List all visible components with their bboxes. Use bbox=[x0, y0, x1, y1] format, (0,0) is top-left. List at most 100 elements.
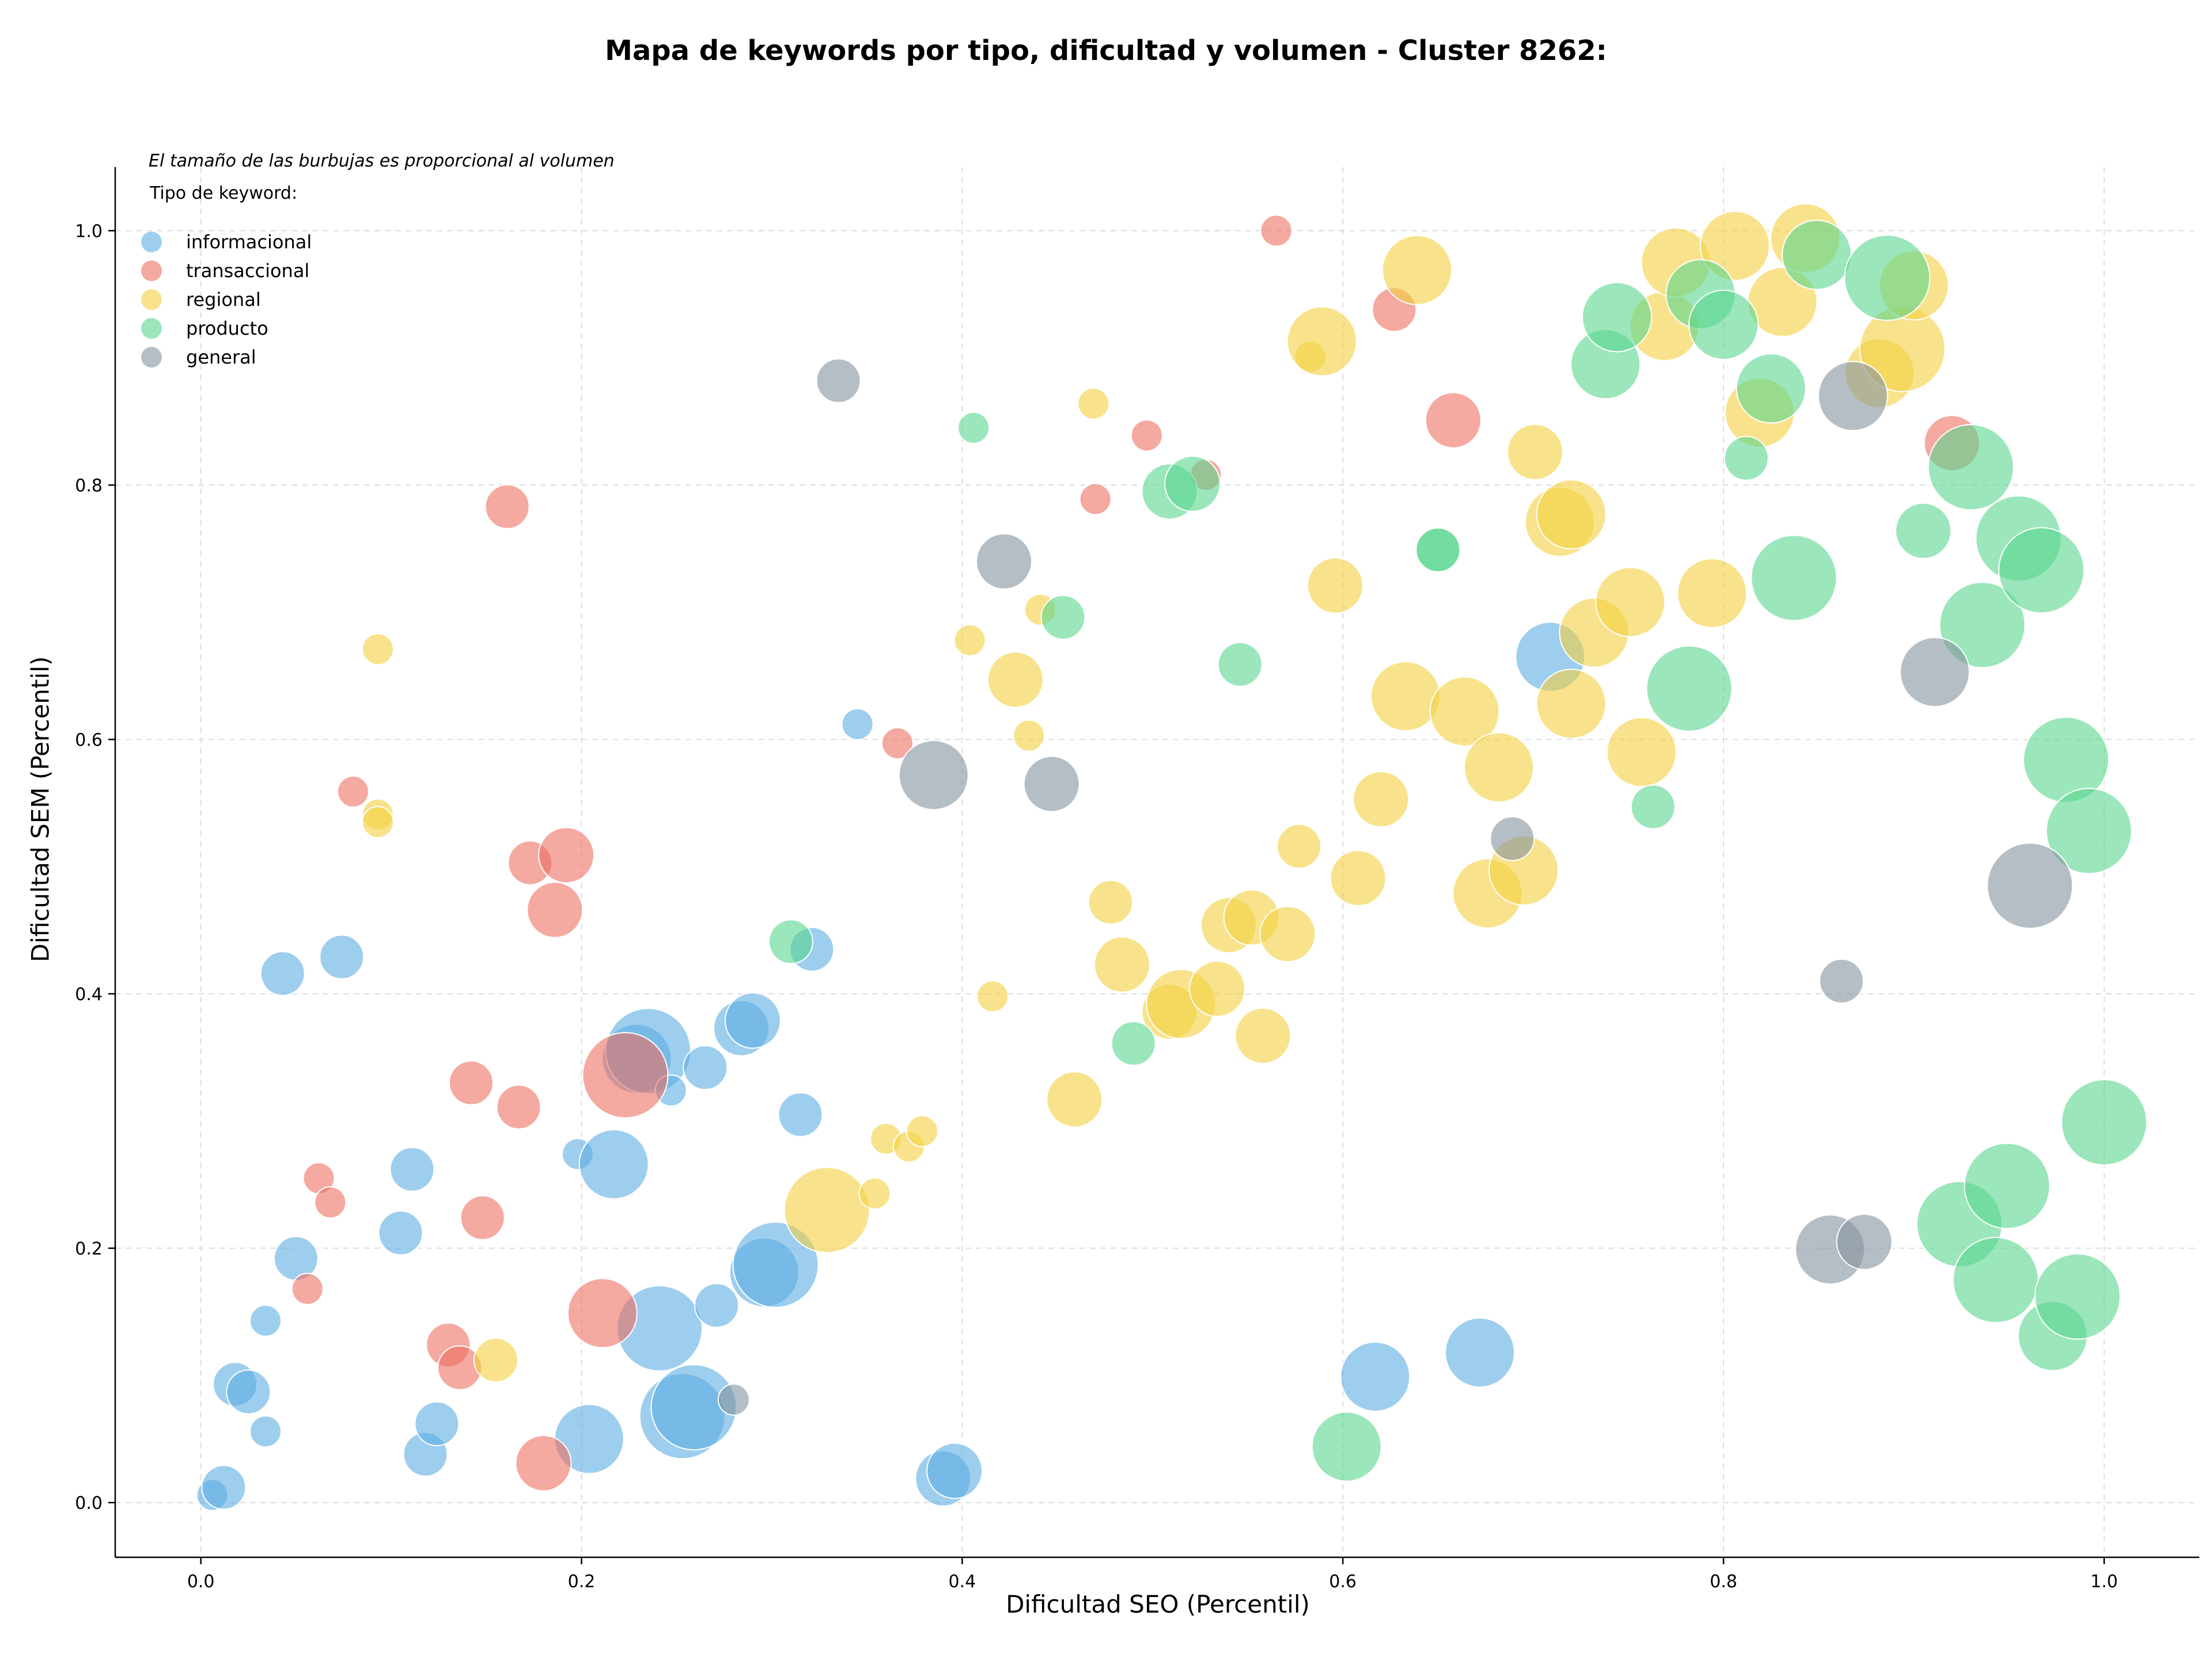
bubble-regional bbox=[1234, 1007, 1291, 1064]
bubble-transaccional bbox=[448, 1060, 494, 1106]
bubble-transaccional bbox=[1425, 392, 1482, 449]
legend-items: informacional transaccional regional produc… bbox=[141, 231, 312, 368]
chart-title: Mapa de keywords por tipo, dificultad y … bbox=[605, 35, 1607, 67]
bubble-regional bbox=[1093, 936, 1150, 993]
bubble-informacional bbox=[249, 1415, 282, 1448]
bubble-transaccional bbox=[538, 827, 595, 884]
bubble-transaccional bbox=[484, 484, 530, 529]
bubble-regional bbox=[1189, 960, 1246, 1017]
bubble-informacional bbox=[249, 1304, 282, 1337]
y-tick-label: 0.8 bbox=[75, 476, 103, 496]
legend-marker-informacional bbox=[141, 232, 162, 252]
legend-label-producto: producto bbox=[186, 317, 268, 339]
bubble-regional bbox=[783, 1167, 870, 1254]
legend-label-transaccional: transaccional bbox=[186, 260, 309, 282]
bubble-informacional bbox=[319, 934, 365, 979]
x-tick-label: 0.6 bbox=[1329, 1572, 1357, 1592]
legend-marker-regional bbox=[141, 289, 162, 310]
bubble-general bbox=[1023, 755, 1080, 812]
bubble-regional bbox=[1677, 558, 1748, 629]
bubble-informacional bbox=[1340, 1341, 1411, 1412]
bubble-producto bbox=[1964, 1142, 2051, 1229]
bubble-general bbox=[976, 533, 1033, 590]
x-tick-label: 1.0 bbox=[2090, 1572, 2118, 1592]
bubble-general bbox=[1986, 842, 2073, 929]
bubble-regional bbox=[1536, 479, 1607, 550]
bubble-producto bbox=[1581, 282, 1652, 353]
bubble-regional bbox=[1370, 661, 1441, 732]
bubble-regional bbox=[1277, 823, 1322, 869]
y-tick-label: 0.2 bbox=[75, 1239, 103, 1259]
bubble-informacional bbox=[201, 1465, 247, 1510]
x-tick-label: 0.2 bbox=[568, 1572, 596, 1592]
legend-label-general: general bbox=[186, 346, 256, 368]
bubble-general bbox=[717, 1383, 750, 1416]
bubble-transaccional bbox=[567, 1278, 638, 1349]
bubble-producto bbox=[1736, 353, 1806, 424]
bubble-producto bbox=[1952, 1236, 2039, 1323]
bubble-general bbox=[1819, 958, 1864, 1004]
bubble-informacional bbox=[841, 707, 874, 740]
bubble-producto bbox=[1630, 784, 1676, 830]
bubbles bbox=[196, 203, 2147, 1511]
bubble-informacional bbox=[724, 992, 781, 1049]
bubble-regional bbox=[987, 651, 1044, 708]
ticks: 0.0 0.2 0.4 0.6 0.8 1.0 0.0 0.2 0.4 0.6 0.8 1.0 bbox=[75, 221, 2118, 1592]
bubble-regional bbox=[1286, 306, 1357, 377]
bubble-regional bbox=[473, 1337, 518, 1383]
bubble-producto bbox=[1111, 1021, 1156, 1066]
bubble-informacional bbox=[578, 1129, 649, 1200]
bubble-transaccional bbox=[291, 1273, 324, 1306]
bubble-producto bbox=[1724, 436, 1769, 481]
bubble-producto bbox=[1415, 527, 1461, 573]
bubble-producto bbox=[1040, 595, 1086, 640]
bubble-regional bbox=[1077, 387, 1110, 420]
bubble-general bbox=[1899, 637, 1970, 707]
y-axis-label: Dificultad SEM (Percentil) bbox=[26, 656, 55, 962]
bubble-regional bbox=[1088, 880, 1134, 925]
legend-marker-general bbox=[141, 347, 162, 368]
bubble-regional bbox=[1506, 423, 1563, 480]
bubble-producto bbox=[1939, 581, 2026, 668]
bubble-regional bbox=[1595, 567, 1666, 638]
bubble-general bbox=[1817, 361, 1888, 432]
bubble-producto bbox=[1927, 424, 2014, 511]
bubble-regional bbox=[1464, 732, 1535, 803]
bubble-transaccional bbox=[1260, 214, 1293, 247]
bubble-transaccional bbox=[496, 1084, 541, 1130]
bubble-regional bbox=[1012, 719, 1045, 752]
bubble-regional bbox=[1536, 668, 1607, 739]
bubble-producto bbox=[1311, 1411, 1382, 1482]
x-tick-label: 0.4 bbox=[948, 1572, 976, 1592]
bubble-producto bbox=[1688, 289, 1759, 360]
bubble-regional bbox=[1046, 1071, 1103, 1128]
bubble-informacional bbox=[226, 1369, 271, 1415]
y-tick-label: 0.0 bbox=[75, 1493, 103, 1514]
legend-label-informacional: informacional bbox=[186, 231, 312, 253]
bubble-regional bbox=[1382, 234, 1453, 305]
bubble-regional bbox=[953, 624, 986, 657]
bubble-producto bbox=[1781, 220, 1852, 290]
bubble-regional bbox=[1353, 771, 1410, 828]
bubble-informacional bbox=[1445, 1317, 1516, 1388]
legend-marker-transaccional bbox=[141, 260, 162, 281]
bubble-regional bbox=[1259, 906, 1316, 963]
bubble-transaccional bbox=[1130, 419, 1163, 452]
bubble-regional bbox=[1306, 557, 1363, 614]
bubble-informacional bbox=[389, 1147, 435, 1192]
bubble-producto bbox=[1646, 645, 1733, 732]
legend: El tamaño de las burbujas es proporciona… bbox=[141, 151, 615, 368]
bubble-producto bbox=[1217, 642, 1263, 687]
bubble-informacional bbox=[260, 951, 305, 996]
bubble-transaccional bbox=[460, 1195, 505, 1240]
bubble-informacional bbox=[694, 1282, 740, 1328]
bubble-regional bbox=[976, 980, 1009, 1013]
bubble-producto bbox=[768, 919, 813, 964]
bubble-regional bbox=[361, 633, 394, 665]
bubble-informacional bbox=[414, 1401, 460, 1447]
legend-title: Tipo de keyword: bbox=[149, 183, 297, 203]
y-tick-label: 0.6 bbox=[75, 730, 103, 750]
bubble-transaccional bbox=[881, 727, 914, 760]
bubble-regional bbox=[858, 1177, 891, 1210]
bubble-transaccional bbox=[337, 775, 370, 808]
